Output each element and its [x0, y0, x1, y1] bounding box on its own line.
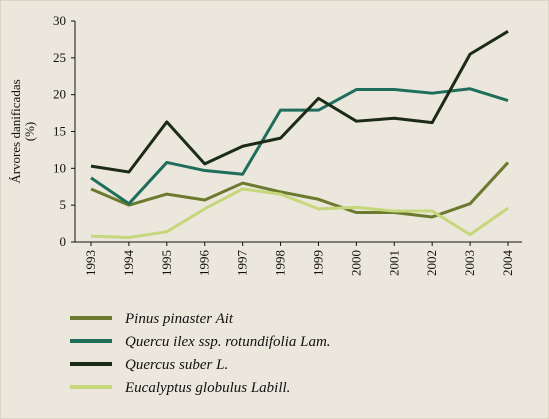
x-tick-label: 1998: [273, 250, 288, 276]
x-tick-label: 2002: [424, 250, 439, 276]
x-tick-label: 1997: [235, 250, 250, 277]
series-line: [90, 187, 509, 240]
x-tick-label: 1996: [197, 250, 212, 277]
x-tick-label: 1999: [310, 250, 325, 276]
x-tick-label: 1995: [159, 250, 174, 276]
y-tick-label: 15: [53, 124, 66, 139]
y-axis-label: (%): [22, 122, 37, 142]
y-axis-label: Árvores danificadas: [8, 79, 23, 183]
y-tick-label: 0: [60, 234, 67, 249]
series-line: [90, 87, 509, 206]
legend-label: Quercus suber L.: [125, 357, 228, 373]
series-line: [90, 30, 509, 174]
y-tick-label: 25: [53, 50, 66, 65]
legend-label: Eucalyptus globulus Labill.: [124, 380, 290, 396]
x-tick-label: 1993: [83, 250, 98, 276]
x-tick-label: 2004: [500, 250, 515, 277]
x-tick-label: 2001: [386, 250, 401, 276]
y-tick-label: 10: [53, 160, 66, 175]
y-tick-label: 30: [53, 13, 66, 28]
y-tick-label: 20: [53, 87, 66, 102]
x-tick-label: 2000: [348, 250, 363, 276]
y-tick-label: 5: [60, 197, 67, 212]
x-tick-label: 1994: [121, 250, 136, 277]
legend-label: Quercu ilex ssp. rotundifolia Lam.: [125, 334, 331, 350]
legend-label: Pinus pinaster Ait: [124, 311, 234, 327]
x-tick-label: 2003: [462, 250, 477, 276]
